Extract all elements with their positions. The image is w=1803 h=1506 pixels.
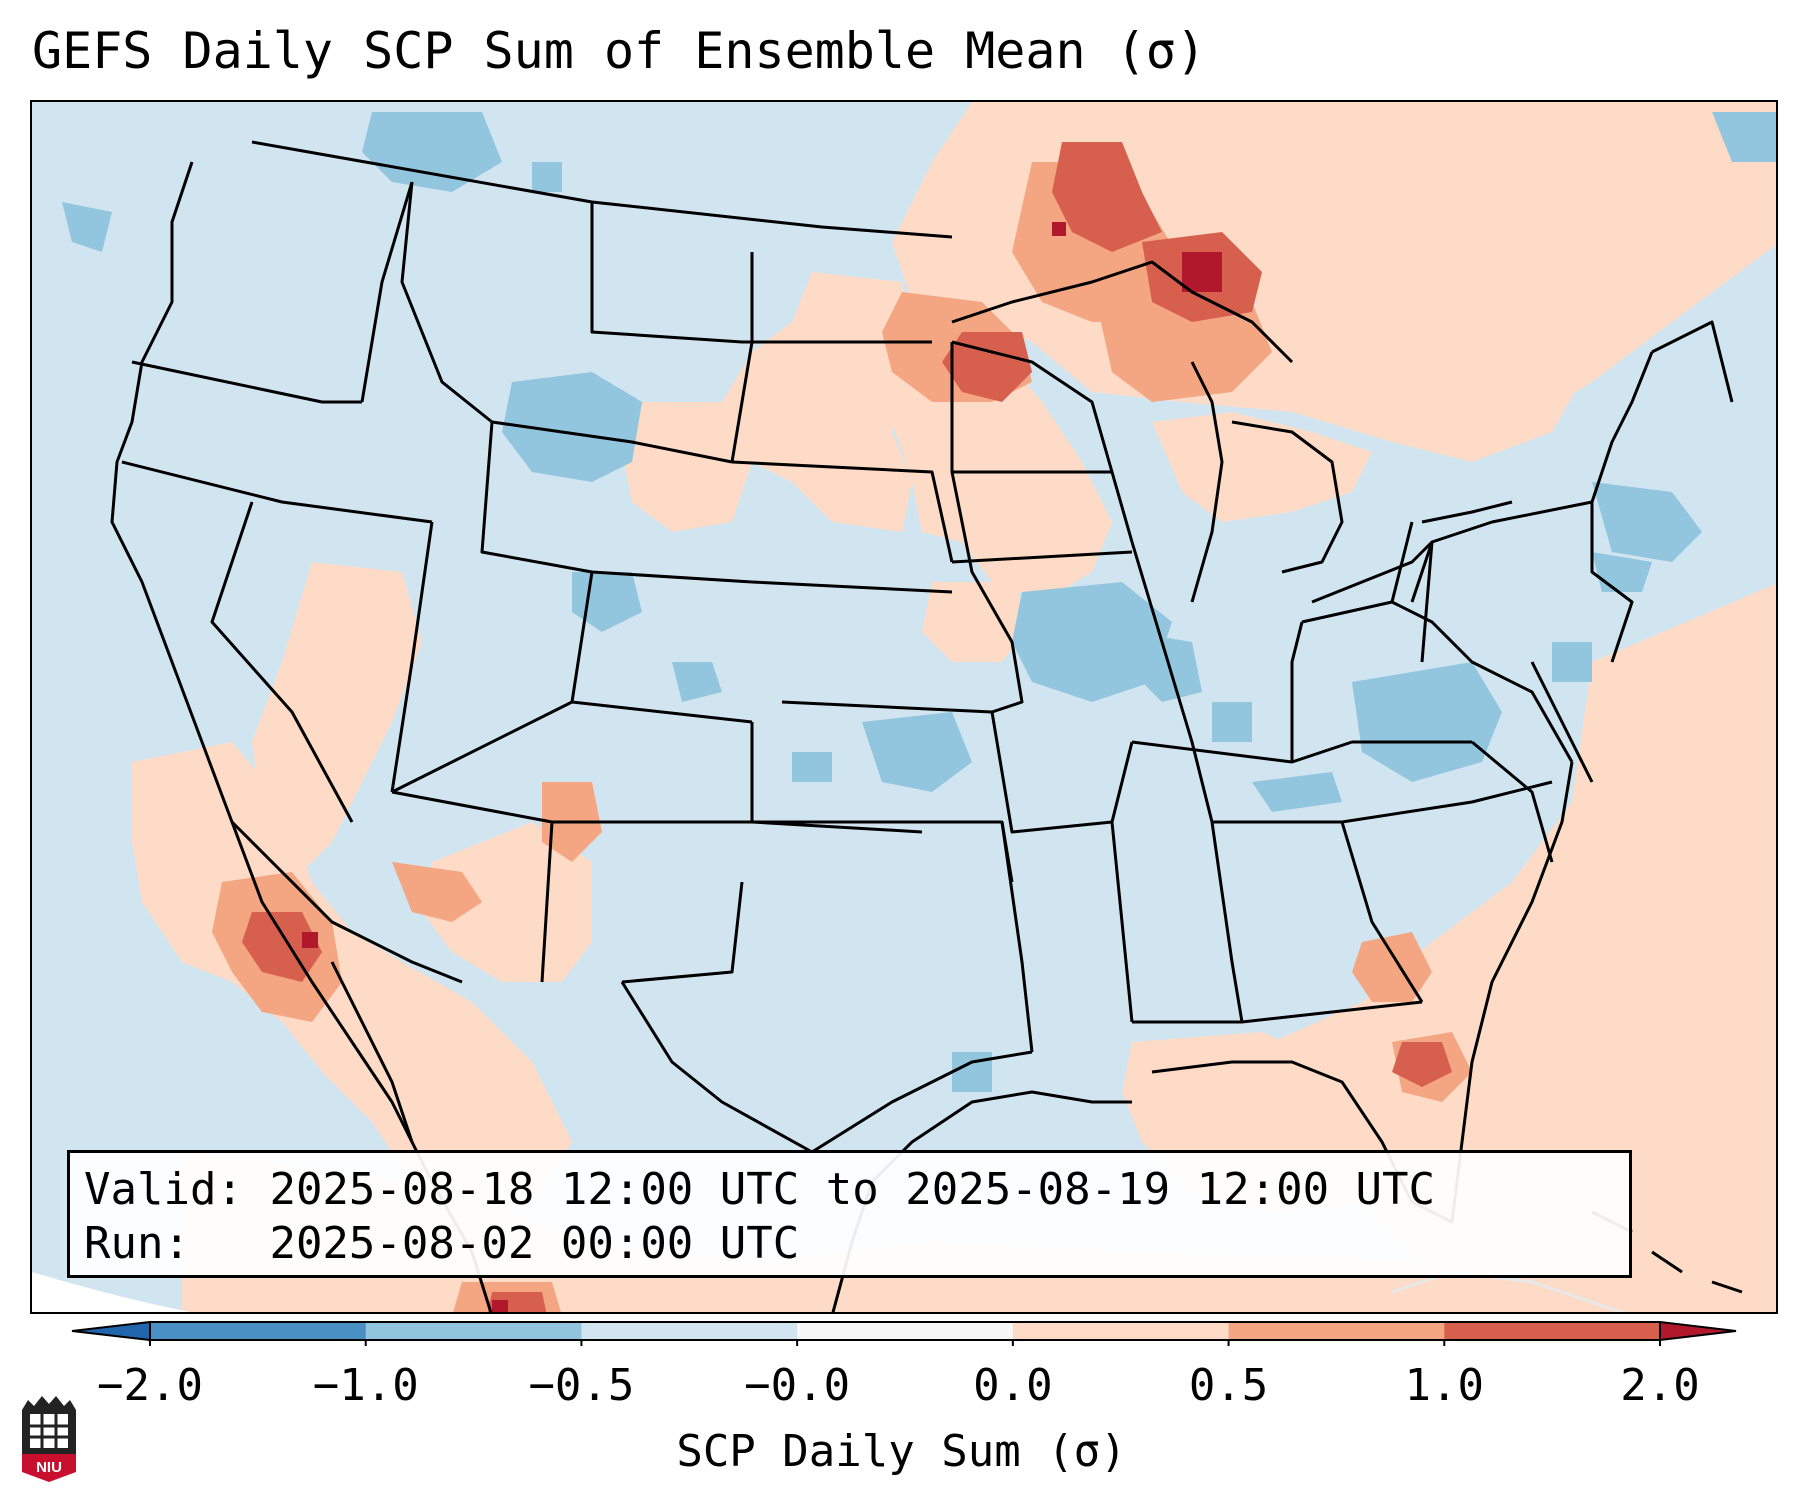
colorbar-tick-label: 0.0 <box>973 1360 1053 1411</box>
colorbar-bin <box>581 1322 798 1340</box>
max-positive-cells <box>302 222 1222 1312</box>
map-panel[interactable] <box>30 100 1778 1314</box>
run-label: Run: <box>84 1218 190 1269</box>
valid-time: 2025-08-18 12:00 UTC to 2025-08-19 12:00… <box>269 1164 1436 1215</box>
colorbar-tick-label: −2.0 <box>97 1360 203 1411</box>
colorbar-bin <box>1444 1322 1661 1340</box>
cuba-outline <box>1391 1270 1626 1312</box>
niu-logo-icon: NIU <box>22 1396 76 1482</box>
niu-logo-text: NIU <box>36 1459 62 1476</box>
colorbar-bin <box>365 1322 582 1340</box>
negative-anomaly-regions <box>62 112 1776 1092</box>
colorbar-tick-label: 2.0 <box>1620 1360 1700 1411</box>
projection-edge <box>32 1272 191 1312</box>
strong-positive-regions <box>242 142 1452 1312</box>
colorbar-over-triangle <box>1659 1320 1737 1342</box>
map-title: GEFS Daily SCP Sum of Ensemble Mean (σ) <box>32 22 1206 80</box>
colorbar-bin <box>150 1322 367 1340</box>
scp-anomaly-map <box>32 102 1776 1312</box>
colorbar-bin <box>1012 1322 1230 1340</box>
colorbar-tick-label: −1.0 <box>312 1360 419 1411</box>
colorbar-bin <box>1228 1322 1445 1340</box>
valid-run-info-box: Valid: 2025-08-18 12:00 UTC to 2025-08-1… <box>67 1150 1632 1278</box>
valid-label: Valid: <box>84 1164 243 1215</box>
colorbar-tick-label: −0.5 <box>528 1360 635 1411</box>
state-borders <box>110 140 1734 1154</box>
colorbar-under-triangle <box>71 1320 151 1342</box>
colorbar-outline <box>149 1321 1661 1341</box>
run-time: 2025-08-02 00:00 UTC <box>269 1218 800 1269</box>
colorbar-tick-label: 1.0 <box>1404 1360 1485 1411</box>
colorbar-bin <box>797 1322 1014 1340</box>
colorbar-tick-label: −0.0 <box>744 1360 851 1411</box>
colorbar <box>71 1320 1737 1346</box>
colorbar-tick-label: 0.5 <box>1188 1360 1269 1411</box>
colorbar-label: SCP Daily Sum (σ) <box>676 1426 1127 1477</box>
